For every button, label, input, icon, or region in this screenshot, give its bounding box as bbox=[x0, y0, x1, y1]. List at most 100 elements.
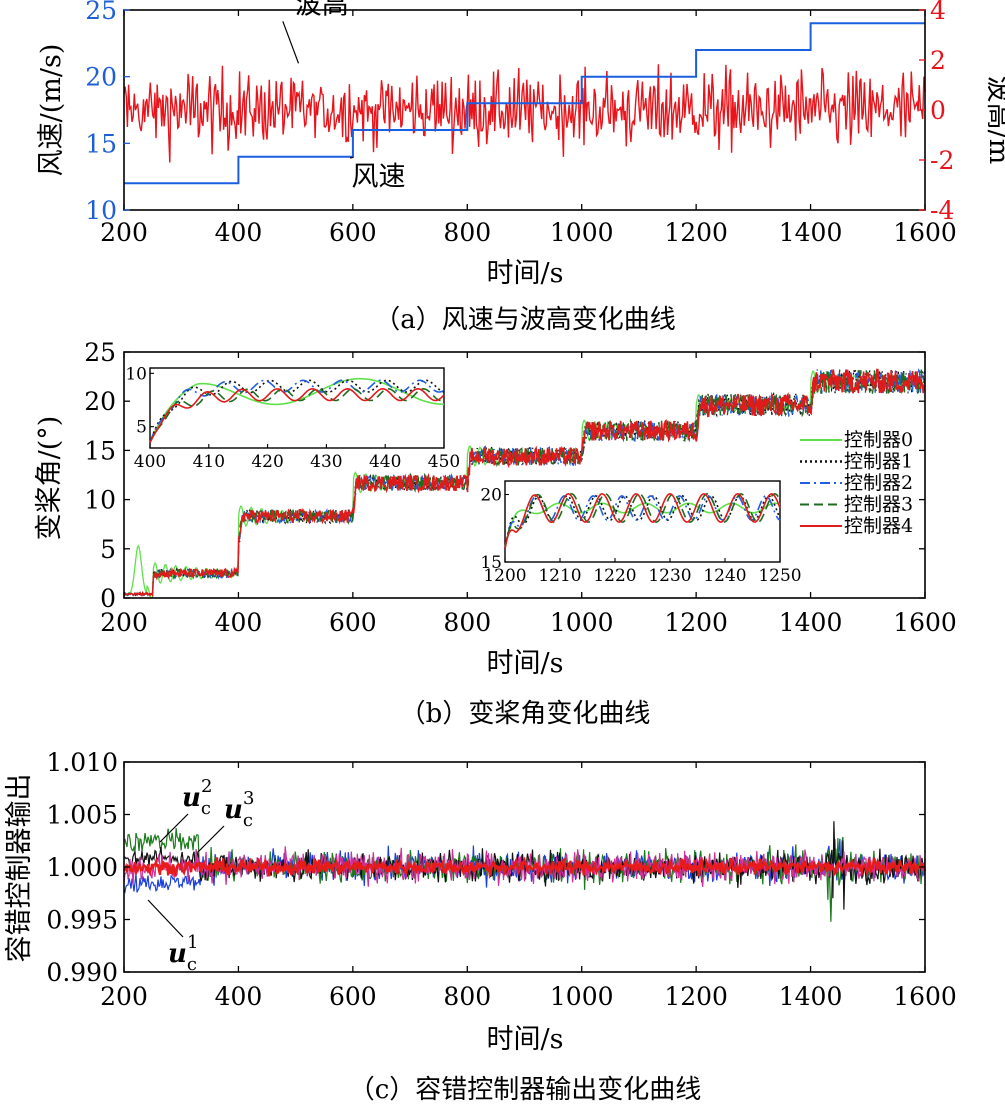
inset-line-3 bbox=[504, 492, 781, 549]
inset-xtick-label: 1210 bbox=[538, 566, 581, 586]
panel-a-ylabel: 风速/(m/s) bbox=[36, 44, 67, 177]
panel-c-ytick-label: 0.995 bbox=[46, 906, 118, 935]
panel-c-annotation-label: uc3 bbox=[224, 788, 254, 831]
panel-c-xtick-label: 1400 bbox=[779, 982, 843, 1011]
panel-b-xtick-label: 1400 bbox=[779, 608, 843, 637]
panel-c-ytick-label: 1.000 bbox=[46, 853, 118, 882]
inset-xtick-label: 1240 bbox=[703, 566, 746, 586]
panel-a-y2tick-label: 4 bbox=[930, 0, 946, 25]
panel-b-ytick-label: 0 bbox=[100, 584, 116, 613]
inset-xtick-label: 1230 bbox=[648, 566, 691, 586]
panel-b-axes: 200 400 600 800 1000 1200 1400 1600 0 5 10 15 20 25 控制… bbox=[84, 338, 957, 637]
panel-c-xtick-label: 800 bbox=[443, 982, 491, 1011]
panel-a-xtick-label: 1200 bbox=[664, 218, 728, 247]
panel-b-ytick-label: 25 bbox=[84, 338, 116, 367]
panel-c-annotation-leader bbox=[197, 825, 225, 853]
panel-a-annotation-leader bbox=[282, 21, 300, 64]
legend-label-1: 控制器1 bbox=[844, 451, 913, 473]
panel-a-annotation-label: 波高 bbox=[295, 0, 349, 20]
inset-xtick-label: 1220 bbox=[593, 566, 636, 586]
inset-ytick-label: 10 bbox=[125, 364, 147, 384]
legend-label-2: 控制器2 bbox=[844, 472, 913, 494]
pitch-line-4 bbox=[123, 368, 926, 598]
panel-c-plot bbox=[123, 821, 927, 922]
panel-c-xtick-label: 1000 bbox=[550, 982, 614, 1011]
inset-line-4 bbox=[504, 492, 781, 549]
panel-a-y2tick-label: -2 bbox=[930, 146, 954, 175]
panel-b-ytick-label: 20 bbox=[84, 387, 116, 416]
panel-a-y2tick-label: 2 bbox=[930, 46, 946, 75]
panel-c-xtick-label: 200 bbox=[100, 982, 148, 1011]
panel-c-annotation-label: uc2 bbox=[182, 776, 212, 819]
panel-b-xtick-label: 600 bbox=[329, 608, 377, 637]
panel-b-ytick-label: 5 bbox=[100, 535, 116, 564]
panel-a-ytick-label: 20 bbox=[85, 63, 117, 92]
panel-a-title: （a）风速与波高变化曲线 bbox=[374, 305, 676, 335]
panel-a-xtick-label: 1600 bbox=[893, 218, 957, 247]
panel-c-annotation-leader bbox=[147, 899, 184, 938]
panel-a-y2tick-label: 0 bbox=[930, 96, 946, 125]
inset-xtick-label: 450 bbox=[428, 452, 460, 472]
panel-b-frame bbox=[123, 351, 926, 599]
panel-a-annotation-leader bbox=[349, 156, 354, 159]
panel-b-plot bbox=[123, 367, 926, 599]
inset-line-1 bbox=[149, 379, 445, 443]
inset-1: 1200 1210 1220 1230 1240 1250 15 20 bbox=[480, 480, 802, 586]
panel-c-xtick-label: 1600 bbox=[893, 982, 957, 1011]
panel-c: 200 400 600 800 1000 1200 1400 1600 0.990 0.995 1.… bbox=[4, 748, 957, 1105]
panel-b-ylabel: 变桨角/(°) bbox=[34, 416, 65, 541]
panel-a: 200 400 600 800 1000 1200 1400 160010152025-4-2… bbox=[36, 0, 1005, 335]
panel-b: 200 400 600 800 1000 1200 1400 1600 0 5 10 15 20 25 控制… bbox=[34, 338, 957, 729]
panel-c-xlabel: 时间/s bbox=[487, 1024, 564, 1055]
inset-xtick-label: 410 bbox=[193, 452, 225, 472]
panel-c-axes: 200 400 600 800 1000 1200 1400 1600 0.990 0.995 1.… bbox=[46, 748, 956, 1011]
pitch-line-1 bbox=[123, 369, 926, 597]
legend-label-0: 控制器0 bbox=[844, 429, 913, 451]
panel-b-ytick-label: 10 bbox=[84, 486, 116, 515]
inset-xtick-label: 1250 bbox=[758, 566, 801, 586]
inset-line-4 bbox=[149, 387, 445, 444]
panel-b-xtick-label: 400 bbox=[215, 608, 263, 637]
panel-a-xtick-label: 600 bbox=[329, 218, 377, 247]
wind-speed-line bbox=[124, 22, 925, 185]
panel-a-axes: 200 400 600 800 1000 1200 1400 160010152025-4-2… bbox=[85, 0, 957, 247]
legend-label-4: 控制器4 bbox=[844, 515, 913, 537]
panel-a-ytick-label: 25 bbox=[85, 0, 117, 25]
panel-a-xtick-label: 200 bbox=[100, 218, 148, 247]
panel-a-annotation-label: 风速 bbox=[351, 161, 405, 192]
inset-xtick-label: 400 bbox=[134, 452, 166, 472]
inset-xtick-label: 440 bbox=[369, 452, 401, 472]
inset-frame bbox=[504, 480, 781, 563]
panel-b-title: （b）变桨角变化曲线 bbox=[400, 699, 651, 729]
panel-b-xtick-label: 1000 bbox=[550, 608, 614, 637]
panel-b-ytick-label: 15 bbox=[84, 436, 116, 465]
panel-c-ytick-label: 1.010 bbox=[46, 748, 118, 777]
panel-c-ytick-label: 0.990 bbox=[46, 958, 118, 987]
panel-c-annotation-leader bbox=[159, 813, 189, 843]
inset-frame bbox=[149, 367, 445, 449]
panel-b-xtick-label: 1600 bbox=[893, 608, 957, 637]
inset-xtick-label: 430 bbox=[310, 452, 342, 472]
panel-c-title: （c）容错控制器输出变化曲线 bbox=[349, 1075, 702, 1105]
panel-a-ytick-label: 10 bbox=[85, 196, 117, 225]
legend-label-3: 控制器3 bbox=[844, 494, 913, 516]
panel-a-xtick-label: 1000 bbox=[550, 218, 614, 247]
panel-a-ytick-label: 15 bbox=[85, 129, 117, 158]
panel-b-xtick-label: 200 bbox=[100, 608, 148, 637]
wave-height-line bbox=[123, 64, 926, 163]
inset-xtick-label: 420 bbox=[251, 452, 283, 472]
inset-xtick-label: 1200 bbox=[483, 566, 526, 586]
inset-ytick-label: 20 bbox=[480, 486, 502, 506]
panel-a-xtick-label: 1400 bbox=[779, 218, 843, 247]
panel-c-annotation-label: uc1 bbox=[168, 932, 198, 975]
panel-a-xlabel: 时间/s bbox=[487, 258, 564, 289]
panel-b-xtick-label: 800 bbox=[443, 608, 491, 637]
panel-c-xtick-label: 400 bbox=[215, 982, 263, 1011]
fault-tolerant-output-line-4 bbox=[123, 856, 927, 877]
panel-a-y2tick-label: -4 bbox=[930, 196, 954, 225]
panel-b-xlabel: 时间/s bbox=[487, 648, 564, 679]
panel-c-ylabel: 容错控制器输出 bbox=[4, 774, 35, 963]
panel-c-ytick-label: 1.005 bbox=[46, 801, 118, 830]
inset-ytick-label: 5 bbox=[136, 418, 147, 438]
